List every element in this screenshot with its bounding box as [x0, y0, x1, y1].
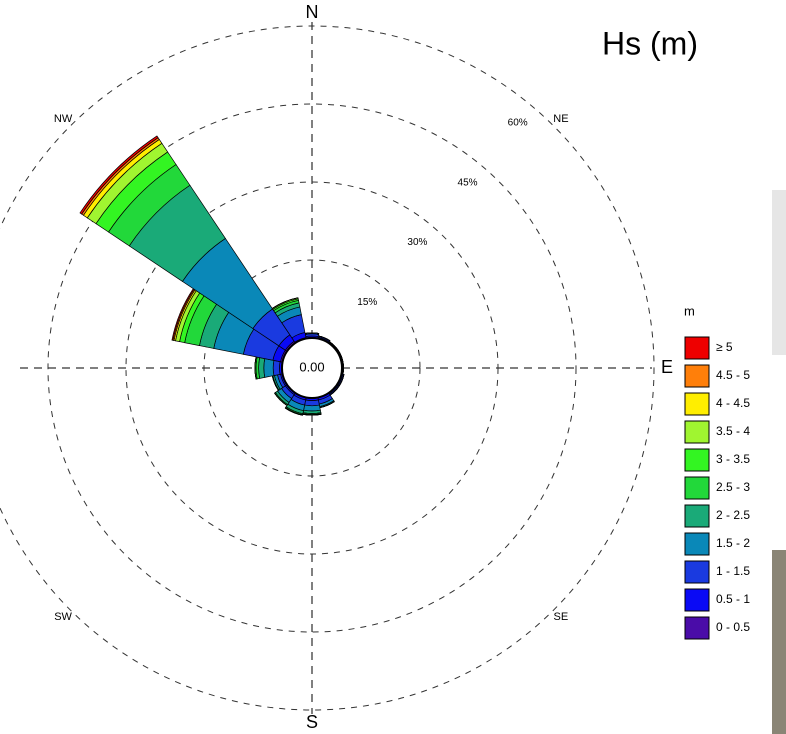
direction-label: NW: [54, 113, 73, 125]
legend-label: 1.5 - 2: [716, 536, 750, 550]
rose-segment: [258, 357, 266, 379]
ring-label: 60%: [508, 118, 528, 129]
rose-segment: [305, 332, 319, 334]
legend-swatch: [684, 364, 710, 388]
rose-segment: [285, 407, 303, 416]
direction-label: SE: [554, 611, 569, 623]
ring-label: 30%: [407, 237, 427, 248]
grid-ring: [47, 103, 577, 633]
legend-title: m: [684, 303, 695, 318]
legend-swatch: [684, 336, 710, 360]
legend-swatch: [684, 448, 710, 472]
rose-segment: [272, 360, 281, 376]
legend-swatch: [684, 616, 710, 640]
rose-segment: [79, 135, 159, 215]
legend-label: 2 - 2.5: [716, 508, 750, 522]
legend-swatch: [684, 476, 710, 500]
legend-label: 0 - 0.5: [716, 620, 750, 634]
legend-label: 4 - 4.5: [716, 396, 750, 410]
grid-ring: [0, 25, 655, 711]
calm-label: 0.00: [299, 359, 324, 374]
legend-label: 1 - 1.5: [716, 564, 750, 578]
legend-label: 2.5 - 3: [716, 480, 750, 494]
background-photo-edge: [772, 190, 786, 355]
direction-label: N: [306, 2, 319, 22]
legend-swatch: [684, 504, 710, 528]
direction-label: S: [306, 712, 318, 732]
legend-label: 3 - 3.5: [716, 452, 750, 466]
legend-swatch: [684, 560, 710, 584]
legend-label: 4.5 - 5: [716, 368, 750, 382]
chart-title: Hs (m): [602, 25, 698, 61]
rose-segment: [263, 358, 275, 378]
calm-circle: [281, 337, 343, 399]
legend-swatch: [684, 420, 710, 444]
legend-label: 3.5 - 4: [716, 424, 750, 438]
legend-swatch: [684, 588, 710, 612]
direction-label: NE: [553, 113, 568, 125]
legend-label: ≥ 5: [716, 340, 733, 354]
rose-segment: [304, 399, 320, 407]
legend-swatch: [684, 392, 710, 416]
legend-label: 0.5 - 1: [716, 592, 750, 606]
grid-ring: [125, 181, 499, 555]
background-photo-edge: [772, 550, 786, 734]
direction-label: E: [661, 357, 673, 377]
grid-ring: [203, 259, 421, 477]
ring-label: 15%: [357, 297, 377, 308]
legend-swatch: [684, 532, 710, 556]
direction-label: SW: [54, 611, 72, 623]
ring-label: 45%: [458, 177, 478, 188]
rose-segment: [303, 404, 321, 412]
